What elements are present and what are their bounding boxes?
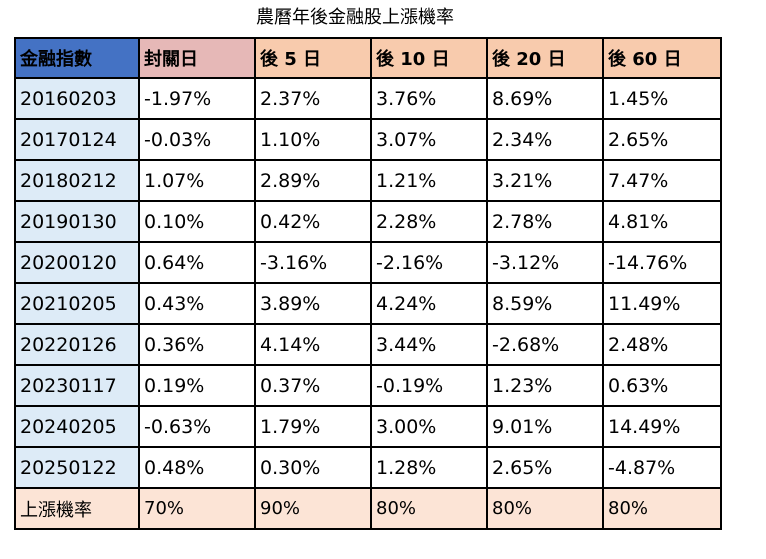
closing-day-cell: 0.10% — [138, 200, 256, 243]
table-row: 20180212 1.07% 2.89% 1.21% 3.21% 7.47% — [14, 159, 722, 202]
after-5-cell: 3.89% — [254, 282, 372, 325]
closing-day-cell: 0.19% — [138, 364, 256, 407]
table-row: 20190130 0.10% 0.42% 2.28% 2.78% 4.81% — [14, 200, 722, 243]
closing-day-cell: 0.48% — [138, 446, 256, 489]
closing-day-cell: 0.43% — [138, 282, 256, 325]
after-20-cell: 2.78% — [486, 200, 604, 243]
rise-probability-row: 上漲機率 70% 90% 80% 80% 80% — [14, 487, 722, 530]
after-10-cell: 2.28% — [370, 200, 488, 243]
after-20-cell: -3.12% — [486, 241, 604, 284]
table-row: 20200120 0.64% -3.16% -2.16% -3.12% -14.… — [14, 241, 722, 284]
after-5-cell: 2.37% — [254, 77, 372, 120]
date-cell: 20160203 — [14, 77, 140, 120]
after-10-cell: 1.28% — [370, 446, 488, 489]
rise-probability-label: 上漲機率 — [14, 487, 140, 530]
after-10-cell: 3.76% — [370, 77, 488, 120]
table-row: 20220126 0.36% 4.14% 3.44% -2.68% 2.48% — [14, 323, 722, 366]
closing-day-cell: 1.07% — [138, 159, 256, 202]
date-cell: 20200120 — [14, 241, 140, 284]
after-60-cell: 7.47% — [602, 159, 722, 202]
header-after-60-days: 後 60 日 — [602, 37, 722, 79]
date-cell: 20250122 — [14, 446, 140, 489]
header-after-20-days: 後 20 日 — [486, 37, 604, 79]
table-row: 20170124 -0.03% 1.10% 3.07% 2.34% 2.65% — [14, 118, 722, 161]
after-20-cell: 3.21% — [486, 159, 604, 202]
financial-index-table: 金融指數 封關日 後 5 日 後 10 日 後 20 日 後 60 日 2016… — [14, 37, 722, 530]
table-title: 農曆年後金融股上漲機率 — [256, 7, 454, 28]
rise-probability-after-60: 80% — [602, 487, 722, 530]
after-10-cell: 1.21% — [370, 159, 488, 202]
after-20-cell: 8.59% — [486, 282, 604, 325]
date-cell: 20180212 — [14, 159, 140, 202]
after-20-cell: 2.65% — [486, 446, 604, 489]
date-cell: 20190130 — [14, 200, 140, 243]
header-after-10-days: 後 10 日 — [370, 37, 488, 79]
after-60-cell: 14.49% — [602, 405, 722, 448]
table-row: 20160203 -1.97% 2.37% 3.76% 8.69% 1.45% — [14, 77, 722, 120]
rise-probability-closing-day: 70% — [138, 487, 256, 530]
header-closing-day: 封關日 — [138, 37, 256, 79]
after-10-cell: -0.19% — [370, 364, 488, 407]
closing-day-cell: -1.97% — [138, 77, 256, 120]
after-5-cell: 4.14% — [254, 323, 372, 366]
after-10-cell: 4.24% — [370, 282, 488, 325]
date-cell: 20230117 — [14, 364, 140, 407]
closing-day-cell: -0.63% — [138, 405, 256, 448]
closing-day-cell: 0.64% — [138, 241, 256, 284]
after-5-cell: 1.79% — [254, 405, 372, 448]
after-60-cell: 2.48% — [602, 323, 722, 366]
after-60-cell: 0.63% — [602, 364, 722, 407]
after-20-cell: 9.01% — [486, 405, 604, 448]
after-5-cell: 0.37% — [254, 364, 372, 407]
after-10-cell: 3.07% — [370, 118, 488, 161]
after-10-cell: 3.00% — [370, 405, 488, 448]
closing-day-cell: -0.03% — [138, 118, 256, 161]
after-10-cell: 3.44% — [370, 323, 488, 366]
table-row: 20210205 0.43% 3.89% 4.24% 8.59% 11.49% — [14, 282, 722, 325]
closing-day-cell: 0.36% — [138, 323, 256, 366]
after-60-cell: -14.76% — [602, 241, 722, 284]
after-5-cell: -3.16% — [254, 241, 372, 284]
date-cell: 20240205 — [14, 405, 140, 448]
header-row: 金融指數 封關日 後 5 日 後 10 日 後 20 日 後 60 日 — [14, 37, 722, 79]
header-after-5-days: 後 5 日 — [254, 37, 372, 79]
after-60-cell: 1.45% — [602, 77, 722, 120]
after-60-cell: 11.49% — [602, 282, 722, 325]
header-financial-index: 金融指數 — [14, 37, 140, 79]
after-60-cell: 2.65% — [602, 118, 722, 161]
table-row: 20230117 0.19% 0.37% -0.19% 1.23% 0.63% — [14, 364, 722, 407]
date-cell: 20170124 — [14, 118, 140, 161]
after-20-cell: 1.23% — [486, 364, 604, 407]
table-row: 20250122 0.48% 0.30% 1.28% 2.65% -4.87% — [14, 446, 722, 489]
rise-probability-after-5: 90% — [254, 487, 372, 530]
after-5-cell: 2.89% — [254, 159, 372, 202]
after-20-cell: 8.69% — [486, 77, 604, 120]
after-20-cell: -2.68% — [486, 323, 604, 366]
after-20-cell: 2.34% — [486, 118, 604, 161]
after-60-cell: 4.81% — [602, 200, 722, 243]
after-10-cell: -2.16% — [370, 241, 488, 284]
rise-probability-after-20: 80% — [486, 487, 604, 530]
after-5-cell: 1.10% — [254, 118, 372, 161]
table-row: 20240205 -0.63% 1.79% 3.00% 9.01% 14.49% — [14, 405, 722, 448]
after-5-cell: 0.30% — [254, 446, 372, 489]
date-cell: 20220126 — [14, 323, 140, 366]
after-60-cell: -4.87% — [602, 446, 722, 489]
after-5-cell: 0.42% — [254, 200, 372, 243]
table-body: 20160203 -1.97% 2.37% 3.76% 8.69% 1.45% … — [14, 77, 722, 489]
date-cell: 20210205 — [14, 282, 140, 325]
rise-probability-after-10: 80% — [370, 487, 488, 530]
